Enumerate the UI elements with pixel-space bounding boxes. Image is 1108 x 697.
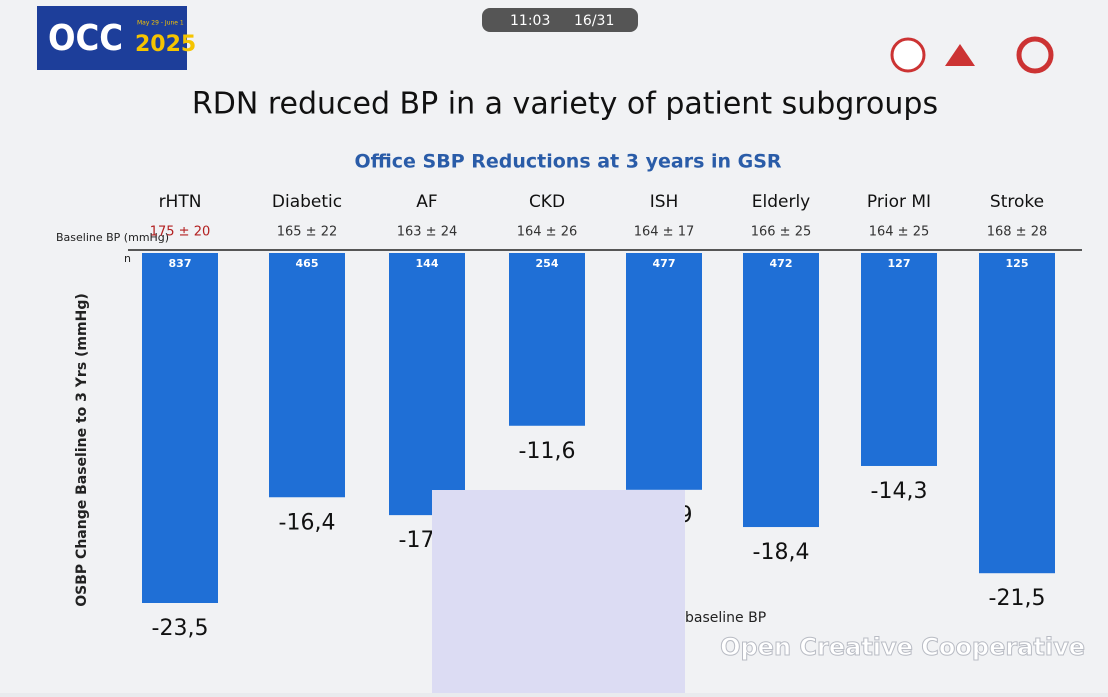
baseline-bp: 163 ± 24 — [397, 225, 458, 240]
chart-title: RDN reduced BP in a variety of patient s… — [192, 87, 938, 122]
category-label: ISH — [650, 192, 679, 212]
logo: OCC — [48, 18, 123, 59]
status-pill — [482, 8, 638, 32]
n-label: 477 — [653, 257, 676, 270]
baseline-label: Baseline BP (mmHg) — [56, 231, 169, 244]
bar — [509, 253, 585, 426]
category-label: AF — [416, 192, 437, 212]
value-label: -23,5 — [152, 616, 209, 641]
mask-box — [432, 490, 685, 693]
bar — [743, 253, 819, 528]
n-label: 127 — [888, 257, 911, 270]
value-label: -18,4 — [753, 540, 810, 565]
logo-dates: May 29 - June 1 — [137, 20, 184, 27]
baseline-bp: 175 ± 20 — [150, 225, 211, 240]
chart-subtitle: Office SBP Reductions at 3 years in GSR — [354, 151, 781, 173]
n-label: 144 — [416, 257, 439, 270]
emblem — [890, 37, 926, 73]
category-label: Diabetic — [272, 192, 342, 212]
n-label: 837 — [169, 257, 192, 270]
category-label: Prior MI — [867, 192, 931, 212]
n-label: 125 — [1006, 257, 1029, 270]
watermark: Open Creative Cooperative — [720, 633, 1085, 661]
category-label: Stroke — [990, 192, 1044, 212]
baseline-bp: 164 ± 26 — [517, 225, 578, 240]
value-label: -14,3 — [871, 479, 928, 504]
bar — [979, 253, 1055, 574]
category-label: rHTN — [159, 192, 202, 212]
n-label: n — [124, 252, 131, 265]
y-axis-label: OSBP Change Baseline to 3 Yrs (mmHg) — [74, 293, 90, 606]
emblem — [945, 44, 975, 66]
category-label: Elderly — [752, 192, 811, 212]
bar — [142, 253, 218, 603]
footer-note: baseline BP — [685, 610, 766, 626]
value-label: -21,5 — [989, 586, 1046, 611]
baseline-bp: 164 ± 17 — [634, 225, 695, 240]
bars: rHTN 175 ± 20 837 -23,5 Diabetic 165 ± 22 465 -… — [142, 192, 1055, 641]
baseline-bp: 166 ± 25 — [751, 225, 812, 240]
value-label: -16,4 — [279, 510, 336, 535]
emblem — [1016, 36, 1054, 74]
bar — [269, 253, 345, 498]
baseline-bp: 165 ± 22 — [277, 225, 338, 240]
bar — [861, 253, 937, 466]
category-label: CKD — [529, 192, 565, 212]
logo-box — [37, 6, 187, 70]
value-label: -11,6 — [519, 439, 576, 464]
baseline-bp: 164 ± 25 — [869, 225, 930, 240]
time: 11:03 — [510, 13, 550, 29]
logo-year: 2025 — [135, 32, 196, 57]
bar — [626, 253, 702, 490]
n-label: 465 — [296, 257, 319, 270]
n-label: 254 — [536, 257, 559, 270]
n-label: 472 — [770, 257, 793, 270]
baseline-bp: 168 ± 28 — [987, 225, 1048, 240]
bar — [389, 253, 465, 516]
slide-number: 16/31 — [574, 13, 614, 29]
